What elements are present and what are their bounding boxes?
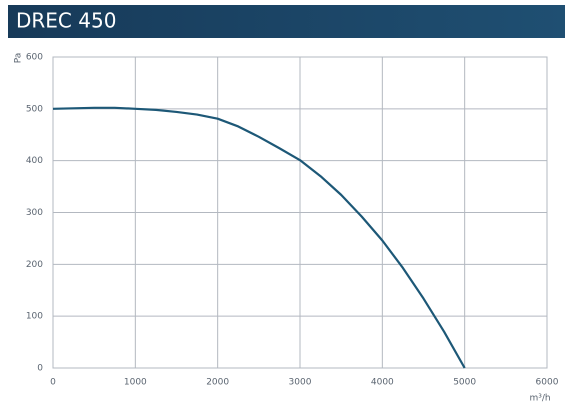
x-tick-label: 3000 (289, 378, 312, 388)
x-tick-label: 1000 (124, 378, 147, 388)
curve (52, 106, 466, 369)
x-tick-label: 2000 (206, 378, 229, 388)
y-axis-label: Pa (14, 53, 24, 64)
x-tick-label: 6000 (536, 378, 559, 388)
x-axis-label: m³/h (529, 394, 550, 404)
x-tick-label: 4000 (371, 378, 394, 388)
y-tick-label: 100 (26, 312, 43, 322)
y-tick-label: 0 (37, 364, 43, 374)
header-bar (8, 5, 565, 38)
y-tick-label: 500 (26, 104, 43, 114)
y-tick-label: 600 (26, 53, 43, 63)
chart-title: DREC 450 (16, 9, 116, 33)
y-tick-label: 300 (26, 208, 43, 218)
y-tick-label: 200 (26, 260, 43, 270)
x-tick-label: 5000 (453, 378, 476, 388)
y-tick-label: 400 (26, 156, 43, 166)
x-tick-label: 0 (50, 378, 56, 388)
